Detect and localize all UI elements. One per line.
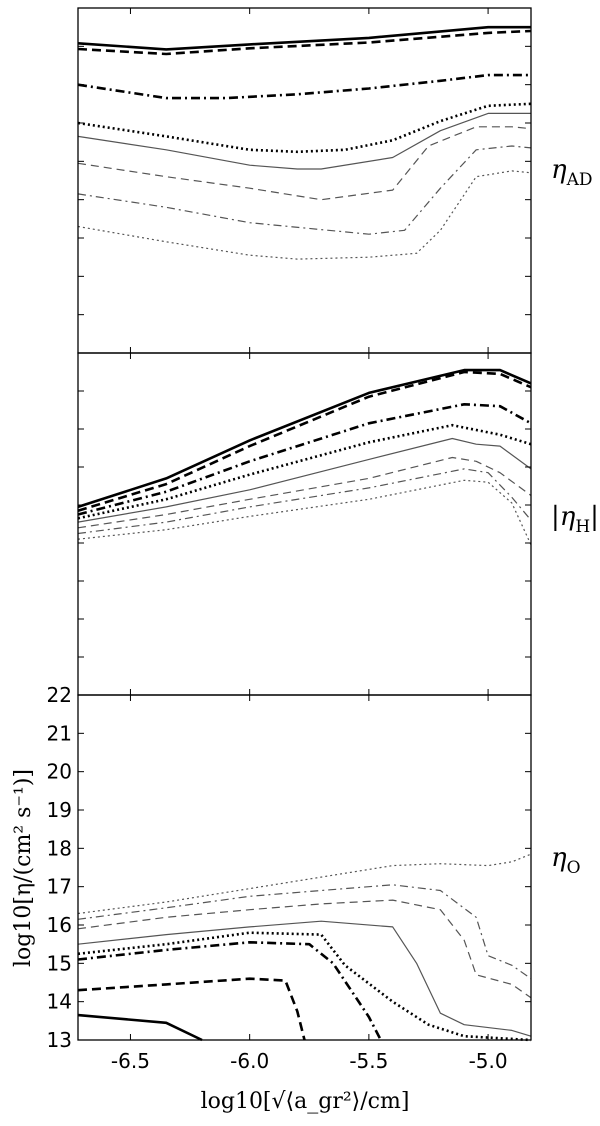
series-line-8 (77, 853, 532, 915)
series-line-5 (77, 920, 532, 1037)
y-tick-label: 15 (47, 951, 72, 975)
y-axis: 13 14 15 16 17 18 19 20 21 22 log10[η/(cm² s⁻¹)] (11, 683, 72, 1052)
panel-label: ηO (551, 843, 581, 878)
series-line-6 (77, 456, 532, 529)
y-axis-title: log10[η/(cm² s⁻¹)] (11, 769, 36, 967)
panel-label-main: |η (551, 502, 576, 532)
series-line-7 (77, 145, 532, 235)
y-tick-label: 22 (47, 683, 72, 707)
series-line-6 (77, 126, 532, 201)
series-line-5 (77, 437, 532, 523)
x-tick-label: -6.0 (230, 1049, 269, 1073)
panel-label-main: η (551, 843, 567, 873)
panel-label-sub: H (575, 517, 590, 537)
series-line-2 (77, 977, 306, 1041)
y-tick-label: 20 (47, 760, 72, 784)
series-line-8 (77, 170, 532, 260)
y-tick-label: 14 (47, 990, 72, 1014)
panel-2: |ηH| (77, 352, 599, 696)
x-axis: -6.5 -6.0 -5.5 -5.0 log10[√⟨a_gr²⟩/cm] (111, 1049, 508, 1114)
panel-1: ηAD (77, 7, 593, 354)
y-tick-label: 13 (47, 1028, 72, 1052)
panel-label-sub: O (567, 858, 581, 878)
y-tick-label: 16 (47, 913, 72, 937)
series-line-3 (77, 940, 382, 1041)
series-line-6 (77, 899, 532, 999)
panel-3: ηO (77, 694, 581, 1042)
panels-layer: ηAD|ηH|ηO (77, 7, 599, 1042)
panel-frame (77, 694, 532, 1041)
y-tick-label: 19 (47, 798, 72, 822)
panel-frame (77, 7, 532, 354)
panel-label: |ηH| (551, 502, 599, 537)
y-tick-label: 17 (47, 875, 72, 899)
series-line-3 (77, 402, 532, 516)
x-tick-label: -5.0 (469, 1049, 508, 1073)
series-line-3 (77, 73, 531, 100)
series-line-7 (77, 884, 532, 980)
y-tick-label: 21 (47, 721, 72, 745)
x-axis-title: log10[√⟨a_gr²⟩/cm] (201, 1089, 410, 1114)
x-tick-label: -6.5 (111, 1049, 150, 1073)
series-line-1 (77, 25, 531, 51)
series-line-5 (77, 112, 531, 170)
panel-label-close: | (590, 502, 599, 532)
x-tick-label: -5.5 (349, 1049, 388, 1073)
panel-label: ηAD (551, 155, 593, 190)
series-line-1 (77, 368, 532, 509)
series-line-7 (77, 468, 532, 535)
series-line-4 (77, 102, 532, 154)
series-line-8 (77, 479, 532, 546)
panel-label-sub: AD (566, 170, 593, 190)
series-line-4 (77, 423, 532, 520)
series-line-4 (77, 931, 532, 1042)
panel-label-main: η (551, 155, 567, 185)
series-line-1 (77, 1013, 203, 1042)
y-tick-label: 18 (47, 836, 72, 860)
series-line-2 (77, 29, 532, 56)
series-line-2 (77, 370, 532, 512)
